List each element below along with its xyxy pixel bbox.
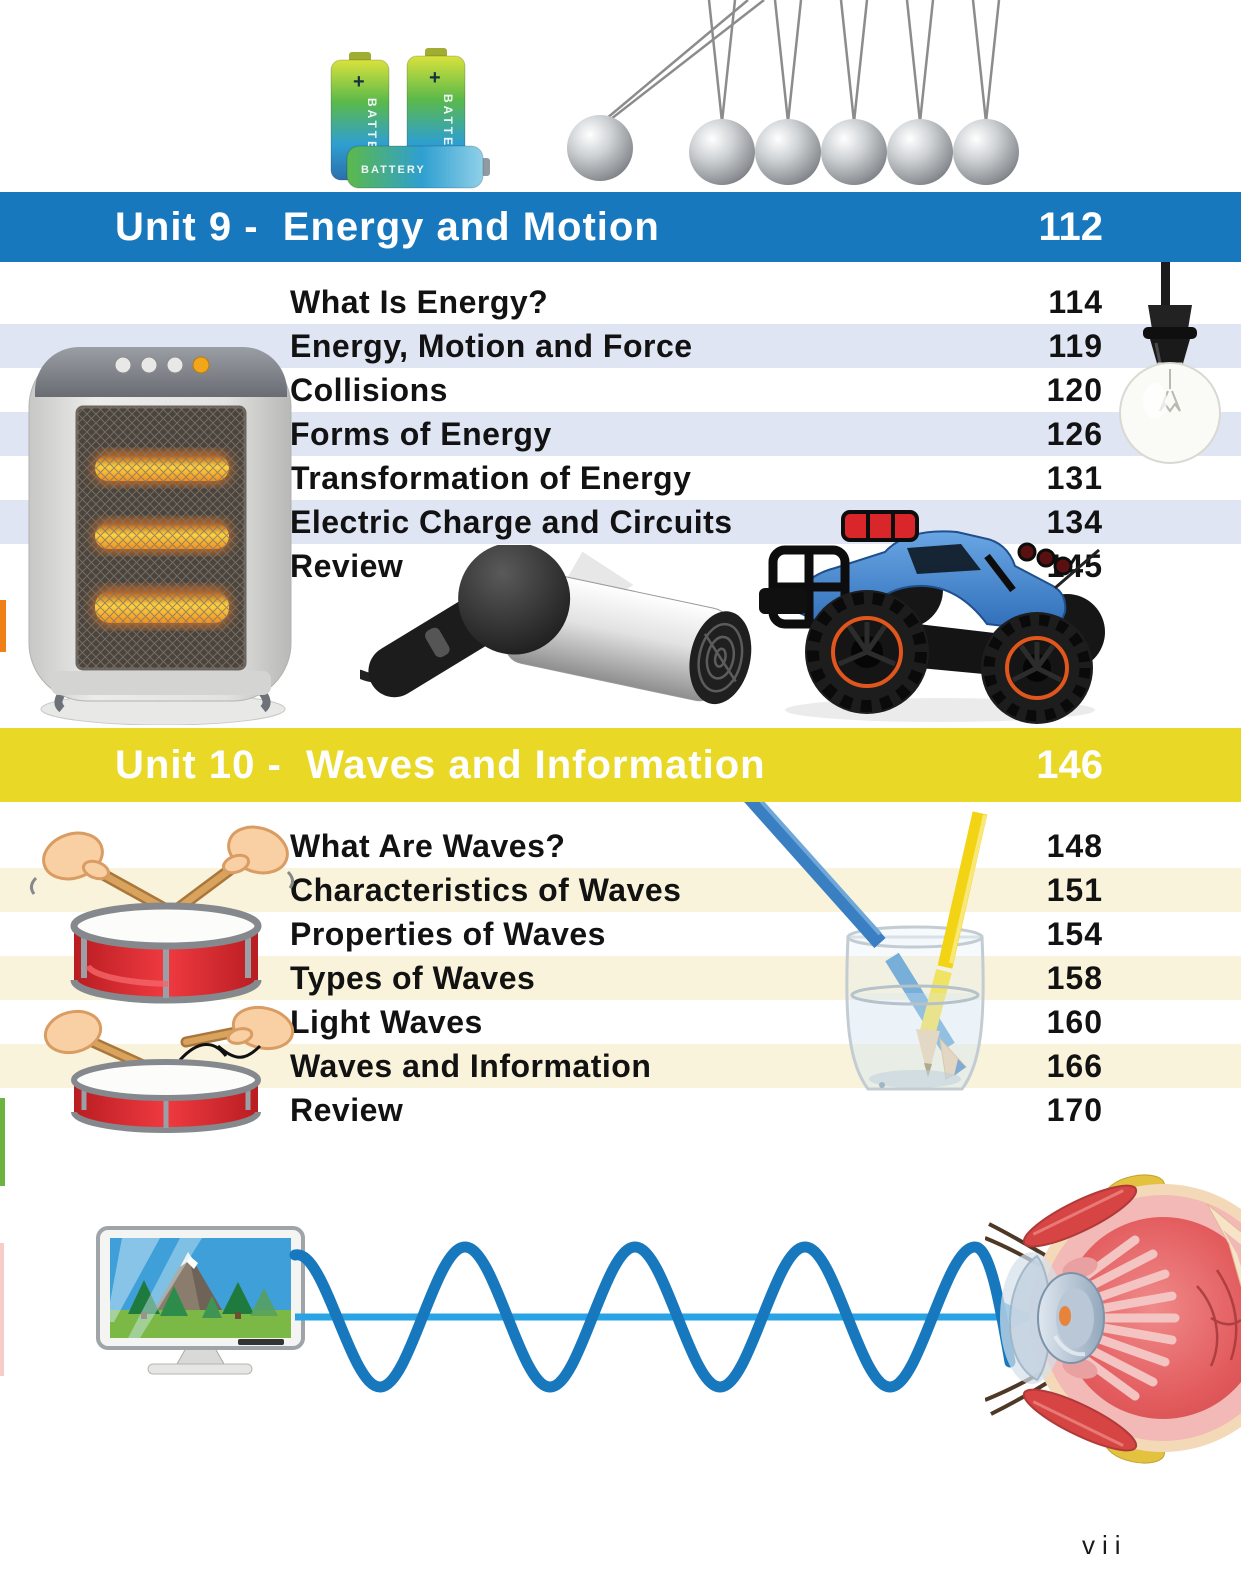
- toc-entry-page: 160: [1046, 1003, 1103, 1040]
- unit10-title: Unit 10 - Waves and Information: [115, 742, 766, 787]
- toc-entry-title: What Is Energy?: [290, 283, 549, 320]
- toc-entry: Energy, Motion and Force 119: [0, 324, 1241, 368]
- newtons-cradle-icon: [567, 0, 1019, 185]
- toc-entry: What Are Waves? 148: [0, 824, 1241, 868]
- pencils-in-water-glass-icon: [742, 790, 988, 1091]
- toc-entry-page: 119: [1048, 327, 1103, 364]
- toc-entry-page: 148: [1046, 827, 1103, 864]
- toc-entry: Review 145: [0, 544, 1241, 588]
- unit9-page-number: 112: [1038, 204, 1103, 249]
- batteries-icon: + BATTERY + BATTERY BATTERY: [330, 48, 490, 189]
- toc-entry-page: 134: [1046, 503, 1103, 540]
- space-heater-icon: [28, 347, 292, 725]
- toc-entry: Transformation of Energy 131: [0, 456, 1241, 500]
- toc-entry-page: 114: [1048, 283, 1103, 320]
- unit10-page-number: 146: [1036, 742, 1103, 787]
- edge-accent-pink: [0, 1243, 4, 1376]
- svg-text:BATTERY: BATTERY: [361, 164, 426, 176]
- toy-monster-truck-icon: [759, 510, 1105, 724]
- svg-text:+: +: [353, 71, 365, 93]
- toc-entry-title: Collisions: [290, 371, 448, 408]
- vibrating-drum-icon: [43, 1005, 295, 1133]
- toc-entry-title: Review: [290, 547, 404, 584]
- sine-wave-icon: [289, 1241, 1037, 1393]
- unit10-header-bar: Unit 10 - Waves and Information 146: [0, 728, 1241, 802]
- toc-entry-page: 126: [1046, 415, 1103, 452]
- toc-entry: What Is Energy? 114: [0, 280, 1241, 324]
- toc-entry-page: 151: [1046, 871, 1103, 908]
- toc-entry-page: 166: [1046, 1047, 1103, 1084]
- toc-entry: Collisions 120: [0, 368, 1241, 412]
- toc-entry-page: 120: [1046, 371, 1103, 408]
- toc-entry-title: Characteristics of Waves: [290, 871, 682, 908]
- toc-entry-title: What Are Waves?: [290, 827, 566, 864]
- svg-text:+: +: [429, 67, 441, 89]
- human-eye-anatomy-icon: [985, 1174, 1241, 1464]
- tv-icon: [96, 1226, 305, 1375]
- drum-with-hands-icon: [29, 825, 295, 1004]
- unit9-header-bar: Unit 9 - Energy and Motion 112: [0, 192, 1241, 262]
- hair-dryer-icon: [360, 545, 752, 705]
- toc-entry-page: 154: [1046, 915, 1103, 952]
- light-bulb-icon: [1119, 253, 1221, 464]
- toc-entry: Properties of Waves 154: [0, 912, 1241, 956]
- toc-entry-title: Electric Charge and Circuits: [290, 503, 733, 540]
- toc-entry-title: Forms of Energy: [290, 415, 552, 452]
- toc-entry-title: Light Waves: [290, 1003, 483, 1040]
- toc-entry-page: 170: [1046, 1091, 1103, 1128]
- page-number: vii: [1082, 1530, 1128, 1560]
- toc-entry-page: 158: [1046, 959, 1103, 996]
- toc-entry-title: Waves and Information: [290, 1047, 652, 1084]
- toc-entry-title: Transformation of Energy: [290, 459, 692, 496]
- toc-entry-page: 131: [1046, 459, 1103, 496]
- toc-entry-title: Review: [290, 1091, 404, 1128]
- toc-entry-title: Energy, Motion and Force: [290, 327, 693, 364]
- toc-entry: Light Waves 160: [0, 1000, 1241, 1044]
- toc-entry-title: Properties of Waves: [290, 915, 606, 952]
- toc-entry: Review 170: [0, 1088, 1241, 1132]
- edge-accent-green: [0, 1098, 5, 1186]
- toc-entry-title: Types of Waves: [290, 959, 536, 996]
- unit9-title: Unit 9 - Energy and Motion: [115, 204, 660, 249]
- edge-accent-orange: [0, 600, 6, 652]
